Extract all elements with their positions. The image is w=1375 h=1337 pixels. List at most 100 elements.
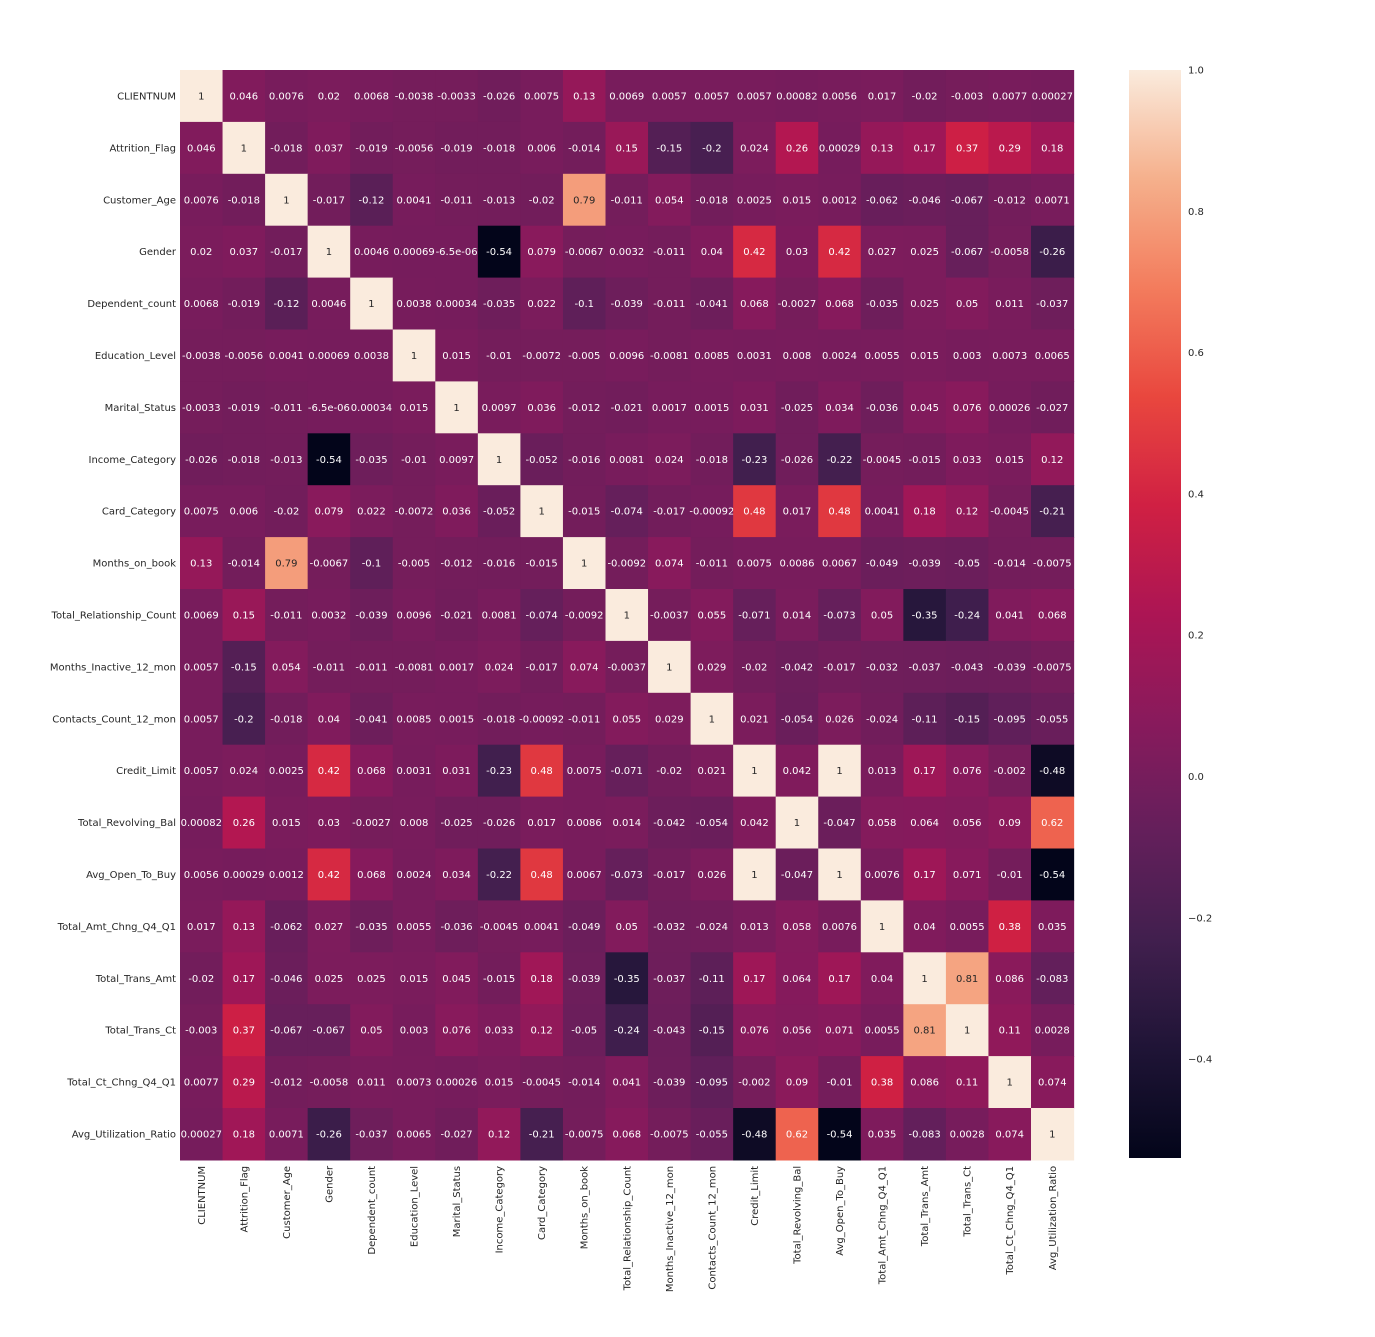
heatmap-cell — [945, 848, 990, 901]
heatmap-cell — [222, 485, 266, 538]
cell-value-label: -0.011 — [270, 610, 302, 621]
heatmap-cell — [648, 1056, 692, 1109]
heatmap-cell — [648, 589, 692, 642]
heatmap-cell — [350, 173, 394, 227]
heatmap-cell — [435, 848, 479, 901]
heatmap-cell — [605, 900, 649, 953]
heatmap-cell — [392, 952, 436, 1005]
heatmap-cell — [860, 1108, 904, 1161]
heatmap-cell — [307, 692, 351, 746]
heatmap-cell — [648, 1108, 692, 1161]
cell-value-label: -0.48 — [1039, 766, 1065, 777]
heatmap-cell — [733, 900, 777, 953]
heatmap-cell — [945, 692, 990, 746]
heatmap-cell — [690, 433, 734, 486]
heatmap-cell — [222, 848, 266, 901]
heatmap-cell — [945, 121, 990, 175]
cell-value-label: 0.071 — [953, 870, 982, 881]
heatmap-cell — [477, 70, 521, 123]
cell-value-label: 0.033 — [953, 455, 982, 466]
x-tick-label: Card_Category — [537, 1166, 548, 1240]
heatmap-cell — [605, 433, 649, 486]
heatmap-cell — [265, 225, 309, 279]
cell-value-label: 0.024 — [485, 662, 514, 673]
heatmap-cell — [562, 329, 607, 382]
heatmap-cell — [222, 1108, 266, 1161]
heatmap-cell — [562, 225, 607, 279]
heatmap-cell — [733, 537, 777, 590]
cell-value-label: 0.008 — [783, 351, 812, 362]
heatmap-cell — [988, 1108, 1032, 1161]
heatmap-cell — [818, 692, 862, 746]
heatmap-cell — [477, 1056, 521, 1109]
cell-value-label: -0.00092 — [689, 507, 734, 518]
colorbar-tick-label: −0.2 — [1188, 913, 1212, 924]
heatmap-cell — [903, 485, 947, 538]
heatmap-cell — [520, 589, 564, 642]
cell-value-label: -0.005 — [398, 559, 430, 570]
cell-value-label: 0.074 — [995, 1129, 1024, 1140]
cell-value-label: 0.026 — [698, 870, 727, 881]
heatmap-cell — [903, 381, 947, 434]
cell-value-label: -0.0072 — [522, 351, 561, 362]
heatmap-cell — [988, 744, 1032, 798]
heatmap-cell — [562, 589, 607, 642]
cell-value-label: -0.013 — [270, 455, 302, 466]
cell-value-label: -0.052 — [526, 455, 558, 466]
y-tick-label: Total_Ct_Chng_Q4_Q1 — [66, 1078, 176, 1089]
cell-value-label: -0.039 — [568, 974, 600, 985]
cell-value-label: -0.01 — [401, 455, 427, 466]
heatmap-cell — [265, 640, 309, 694]
cell-value-label: -0.54 — [827, 1129, 853, 1140]
heatmap-cell — [1031, 692, 1075, 746]
cell-value-label: 0.48 — [828, 507, 850, 518]
cell-value-label: 0.0068 — [354, 91, 389, 102]
cell-value-label: -0.2 — [234, 714, 254, 725]
heatmap-cell — [775, 900, 819, 953]
heatmap-cell — [392, 381, 436, 434]
cell-value-label: 0.015 — [400, 974, 429, 985]
heatmap-cell — [903, 121, 947, 175]
cell-value-label: 0.045 — [910, 403, 939, 414]
cell-value-label: -0.02 — [529, 195, 555, 206]
cell-value-label: -0.0075 — [1033, 559, 1072, 570]
cell-value-label: 0.0046 — [354, 247, 389, 258]
x-tick-label: Months_on_book — [580, 1166, 591, 1250]
cell-value-label: 0.0065 — [397, 1129, 432, 1140]
cell-value-label: 1 — [198, 91, 204, 102]
cell-value-label: 0.0067 — [567, 870, 602, 881]
heatmap-cell — [605, 952, 649, 1005]
cell-value-label: 0.15 — [616, 143, 638, 154]
heatmap-cell — [605, 848, 649, 901]
heatmap-cell — [265, 952, 309, 1005]
cell-value-label: 0.026 — [825, 714, 854, 725]
heatmap-cell — [350, 692, 394, 746]
heatmap-cell — [903, 433, 947, 486]
cell-value-label: 0.02 — [190, 247, 212, 258]
cell-value-label: 0.017 — [783, 507, 812, 518]
heatmap-cell — [945, 796, 990, 850]
y-tick-label: Card_Category — [102, 507, 176, 518]
cell-value-label: -0.005 — [568, 351, 600, 362]
heatmap-cell — [435, 900, 479, 953]
cell-value-label: 0.015 — [272, 818, 301, 829]
heatmap-cell — [733, 744, 777, 798]
heatmap-cell — [265, 433, 309, 486]
cell-value-label: 0.04 — [318, 714, 340, 725]
cell-value-label: -0.011 — [355, 662, 387, 673]
heatmap-cell — [392, 329, 436, 382]
heatmap-cell — [903, 952, 947, 1005]
cell-value-label: 0.12 — [531, 1026, 553, 1037]
cell-value-label: 0.04 — [913, 922, 935, 933]
cell-value-label: -0.037 — [1036, 299, 1068, 310]
cell-value-label: 0.042 — [740, 818, 769, 829]
heatmap-cell — [350, 952, 394, 1005]
heatmap-cell — [818, 329, 862, 382]
heatmap-cell — [265, 381, 309, 434]
cell-value-label: 0.071 — [825, 1026, 854, 1037]
cell-value-label: -0.0038 — [182, 351, 221, 362]
cell-value-label: -0.017 — [653, 507, 685, 518]
y-tick-label: Total_Trans_Amt — [95, 974, 176, 985]
heatmap-cell — [1031, 744, 1075, 798]
heatmap-cell — [648, 173, 692, 227]
